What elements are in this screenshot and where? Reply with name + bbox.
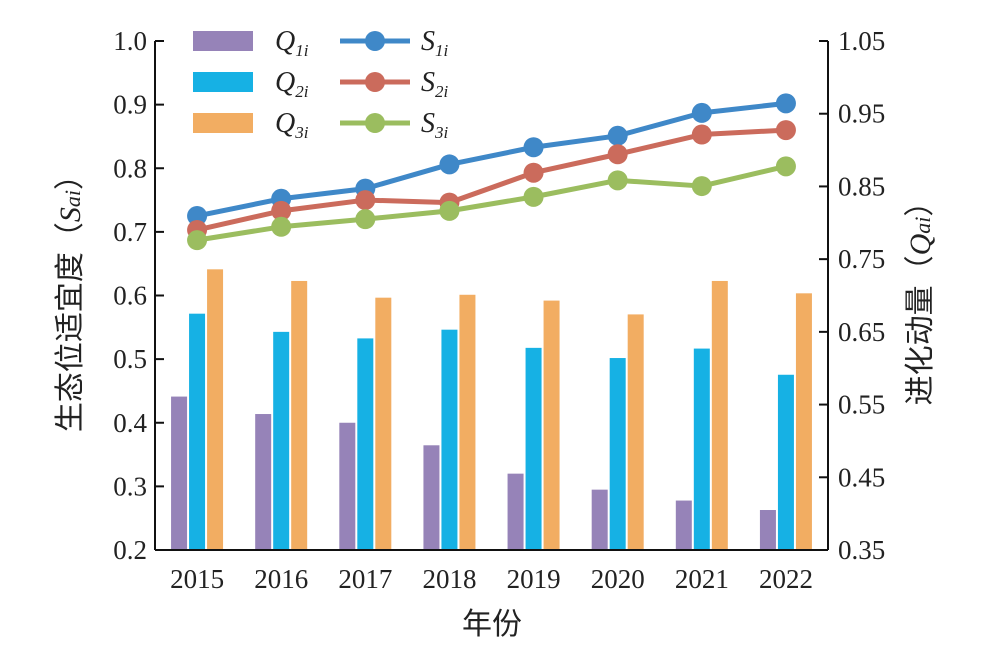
point-s2i-2022 [775,120,796,141]
legend-marker-s2i [365,72,385,92]
legend-label-s2i: S2i [421,67,449,101]
left-tick-label: 0.4 [113,408,147,438]
point-s1i-2021 [691,102,712,123]
legend-marker-s1i [365,31,385,51]
left-tick-label: 0.7 [113,217,147,247]
point-s1i-2019 [523,137,544,158]
point-s1i-2018 [439,154,460,175]
bar-q3i-2018 [459,294,476,550]
bar-q1i-2018 [423,445,440,550]
right-tick-label: 0.45 [838,462,885,492]
left-tick-label: 1.0 [113,26,147,56]
point-s3i-2015 [187,230,208,251]
bar-q2i-2020 [609,358,626,550]
bar-q2i-2017 [357,338,374,550]
point-s3i-2016 [271,216,292,237]
point-s3i-2021 [691,176,712,197]
legend: Q1i Q2i Q3i S1i S2i S3i [193,26,449,142]
x-tick-label: 2021 [675,564,729,594]
x-tick-label: 2015 [170,564,224,594]
point-s1i-2015 [187,205,208,226]
x-tick-label: 2019 [507,564,561,594]
legend-label-s3i: S3i [421,108,449,142]
x-tick-label: 2018 [422,564,476,594]
lines-layer [187,93,796,251]
point-s3i-2017 [355,209,376,230]
bar-q1i-2020 [591,489,608,550]
left-tick-label: 0.6 [113,281,147,311]
right-tick-label: 1.05 [838,26,885,56]
axes-layer: 0.2 0.3 0.4 0.5 0.6 0.7 0.8 0.9 1.0 0.35 0.45 0.55 0… [53,26,938,594]
point-s2i-2016 [271,200,292,221]
left-tick-label: 0.5 [113,344,147,374]
point-s2i-2021 [691,124,712,145]
bar-q2i-2022 [777,374,794,550]
point-s3i-2019 [523,186,544,207]
bar-q1i-2016 [255,414,272,550]
line-s2i [196,127,787,233]
bar-q3i-2016 [291,280,308,550]
right-tick-label: 0.35 [838,535,885,565]
left-tick-label: 0.8 [113,153,147,183]
line-s3i [196,163,787,243]
bar-q2i-2021 [693,348,710,550]
bar-q3i-2019 [543,300,560,550]
left-tick-label: 0.9 [113,90,147,120]
bar-q3i-2021 [711,280,728,550]
x-tick-label: 2020 [591,564,645,594]
point-s2i-2020 [607,144,628,165]
legend-label-s1i: S1i [421,26,449,60]
legend-swatch-q3i [193,113,253,133]
legend-swatch-q1i [193,31,253,51]
bar-q1i-2015 [171,396,188,550]
line-s1i [196,100,787,219]
bar-q1i-2019 [507,473,524,550]
legend-swatch-q2i [193,72,253,92]
x-axis-title: 年份 [462,607,522,642]
right-axis-title: 进化动量（Qai） [903,187,938,406]
bar-q3i-2022 [795,293,812,550]
right-tick-label: 0.55 [838,390,885,420]
right-tick-label: 0.85 [838,171,885,201]
bars-layer [171,269,812,550]
bar-q2i-2019 [525,347,542,550]
bar-q2i-2015 [189,313,206,550]
bar-q1i-2022 [759,510,776,550]
left-axis-title: 生态位适宜度（Sai） [53,160,88,432]
point-s2i-2017 [355,190,376,211]
x-tick-label: 2022 [759,564,813,594]
right-tick-label: 0.65 [838,317,885,347]
point-s2i-2019 [523,162,544,183]
bar-q3i-2017 [375,297,392,550]
bar-q3i-2015 [207,269,224,550]
bar-q1i-2017 [339,422,356,550]
x-tick-label: 2016 [254,564,308,594]
right-tick-label: 0.95 [838,99,885,129]
x-tick-label: 2017 [338,564,392,594]
legend-marker-s3i [365,113,385,133]
point-s1i-2022 [775,93,796,114]
bar-q2i-2018 [441,329,458,550]
left-tick-label: 0.3 [113,471,147,501]
legend-label-q2i: Q2i [275,67,309,101]
point-s3i-2020 [607,170,628,191]
right-tick-label: 0.75 [838,244,885,274]
legend-label-q1i: Q1i [275,26,309,60]
left-tick-label: 0.2 [113,535,147,565]
point-s3i-2022 [775,156,796,177]
bar-q1i-2021 [675,500,692,550]
bar-q3i-2020 [627,314,644,550]
point-s1i-2020 [607,125,628,146]
legend-label-q3i: Q3i [275,108,309,142]
point-s3i-2018 [439,200,460,221]
bar-q2i-2016 [273,331,290,550]
